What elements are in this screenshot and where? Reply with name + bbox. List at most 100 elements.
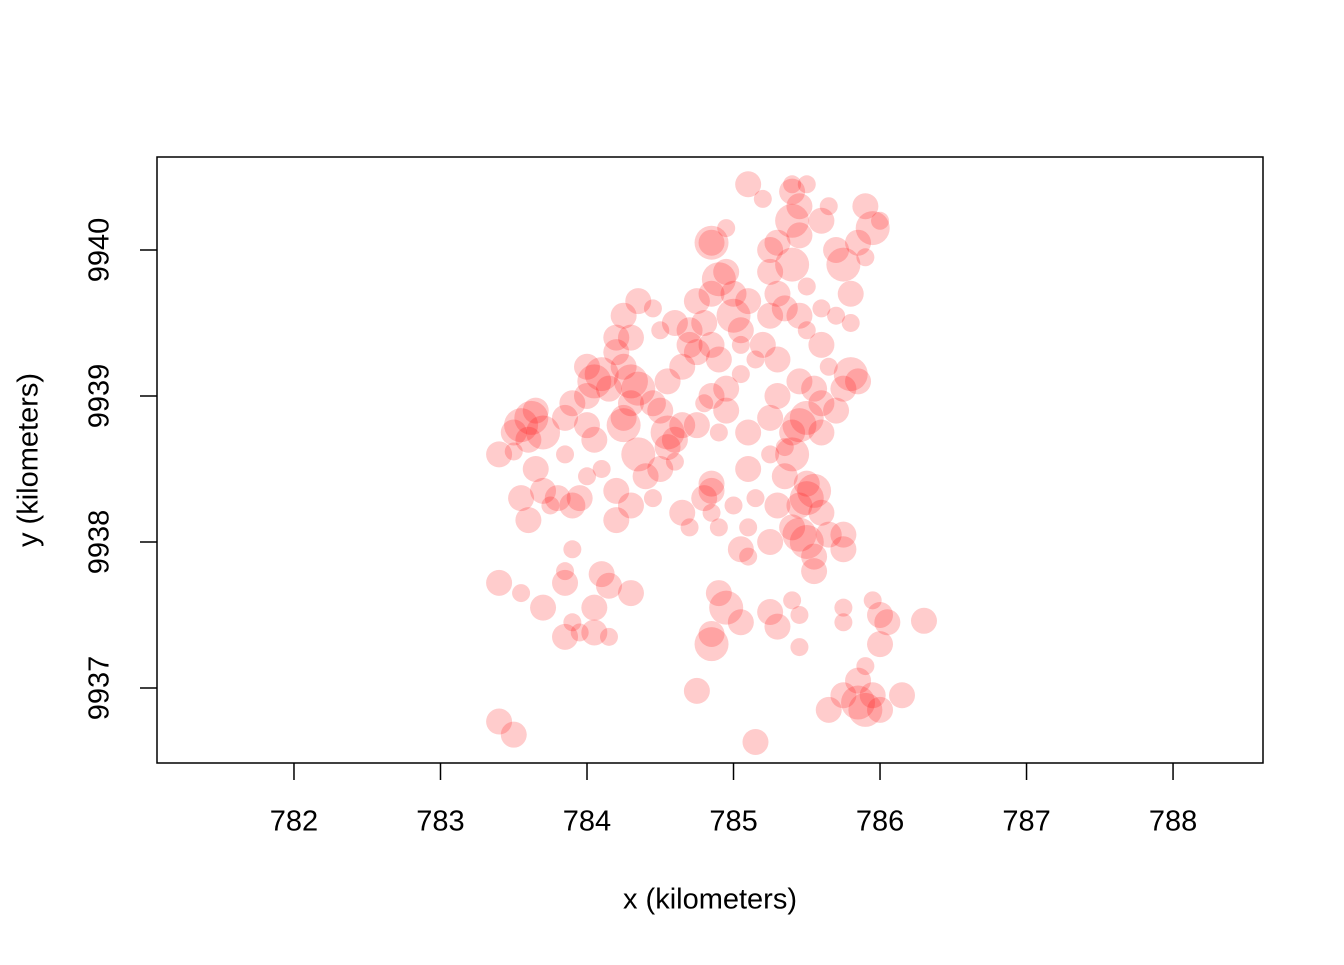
point xyxy=(786,492,813,519)
point xyxy=(702,503,721,522)
point xyxy=(650,415,685,450)
point xyxy=(698,331,725,358)
y-tick-label: 9939 xyxy=(84,364,116,429)
point xyxy=(735,419,762,446)
point xyxy=(595,572,622,599)
point xyxy=(676,331,703,358)
point xyxy=(698,229,725,256)
point xyxy=(823,397,850,424)
point xyxy=(661,426,688,453)
point xyxy=(859,682,886,709)
point xyxy=(698,280,725,307)
point xyxy=(603,477,630,504)
point xyxy=(695,394,714,413)
point xyxy=(871,211,890,230)
point xyxy=(764,280,791,307)
point xyxy=(556,445,575,464)
point xyxy=(669,353,696,380)
point xyxy=(661,309,688,336)
point xyxy=(753,189,772,208)
x-tick-label: 785 xyxy=(709,806,757,838)
point xyxy=(603,507,630,534)
point xyxy=(757,404,784,431)
point xyxy=(797,277,816,296)
point xyxy=(486,441,513,468)
point xyxy=(647,397,674,424)
point xyxy=(522,397,549,424)
point xyxy=(775,203,810,238)
point xyxy=(801,375,828,402)
point xyxy=(867,631,894,658)
point xyxy=(830,682,857,709)
point xyxy=(845,368,872,395)
point xyxy=(827,306,846,325)
point xyxy=(716,298,751,333)
point xyxy=(603,324,630,351)
point xyxy=(808,499,835,526)
x-tick-label: 782 xyxy=(270,806,318,838)
point xyxy=(757,258,784,285)
point xyxy=(819,197,838,216)
x-axis-label: x (kilometers) xyxy=(623,884,797,916)
point xyxy=(713,375,740,402)
point xyxy=(651,321,670,340)
point xyxy=(910,607,937,634)
point xyxy=(617,390,644,417)
point xyxy=(701,262,736,297)
point xyxy=(789,481,824,516)
point xyxy=(683,288,710,315)
point xyxy=(786,302,813,329)
point xyxy=(801,543,828,570)
point xyxy=(764,492,791,519)
point xyxy=(683,412,710,439)
point xyxy=(574,382,601,409)
point xyxy=(889,682,916,709)
point xyxy=(486,708,513,735)
point xyxy=(771,295,798,322)
point xyxy=(559,492,586,519)
point xyxy=(823,236,850,263)
point xyxy=(783,175,802,194)
point xyxy=(739,518,758,537)
point xyxy=(606,408,641,443)
point xyxy=(867,601,894,628)
point xyxy=(837,280,864,307)
point xyxy=(731,335,750,354)
point xyxy=(812,299,831,318)
point xyxy=(581,619,608,646)
point xyxy=(717,219,736,238)
point xyxy=(782,517,817,552)
point xyxy=(694,225,729,260)
plot-frame xyxy=(156,156,1264,764)
point xyxy=(643,299,662,318)
point xyxy=(742,728,769,755)
y-tick-label: 9938 xyxy=(84,510,116,575)
point xyxy=(581,594,608,621)
point xyxy=(727,609,754,636)
point xyxy=(705,346,732,373)
point xyxy=(592,459,611,478)
point xyxy=(669,499,696,526)
point xyxy=(599,627,618,646)
point xyxy=(559,390,586,417)
point xyxy=(595,375,622,402)
point xyxy=(610,404,637,431)
point xyxy=(643,489,662,508)
point xyxy=(552,623,579,650)
point xyxy=(654,434,681,461)
point xyxy=(683,677,710,704)
point xyxy=(577,364,612,399)
point xyxy=(790,638,809,657)
point xyxy=(486,569,513,596)
point xyxy=(783,591,802,610)
x-tick-label: 788 xyxy=(1149,806,1197,838)
point xyxy=(757,236,784,263)
point xyxy=(709,518,728,537)
point xyxy=(526,415,561,450)
point xyxy=(665,452,684,471)
point xyxy=(819,357,838,376)
point xyxy=(541,496,560,515)
point xyxy=(698,382,725,409)
point xyxy=(694,627,729,662)
